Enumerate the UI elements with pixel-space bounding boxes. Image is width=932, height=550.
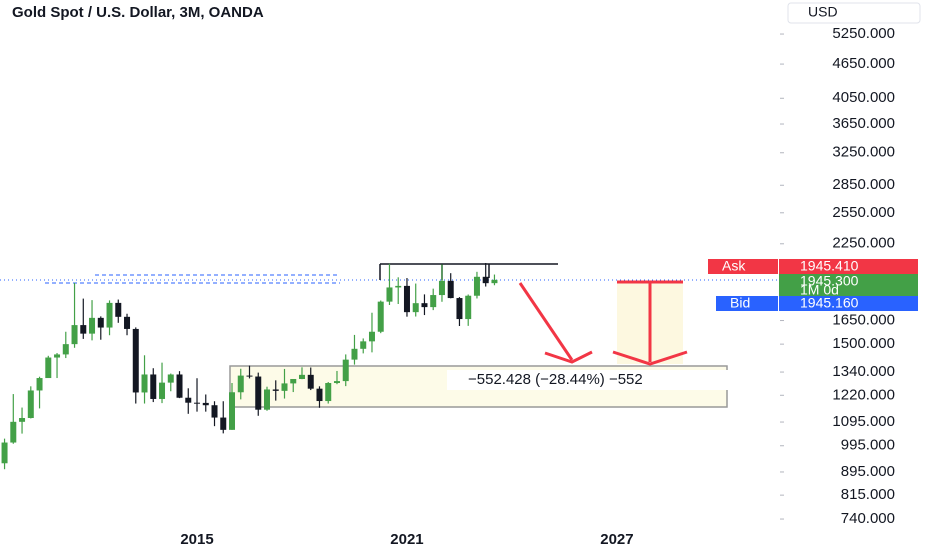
y-tick-label: 3650.000	[832, 115, 895, 132]
candle-body	[465, 295, 472, 320]
candle-body	[438, 280, 445, 296]
candle-body	[237, 375, 244, 393]
y-tick-label: 2250.000	[832, 235, 895, 252]
candle-body	[54, 354, 61, 358]
bid-label: Bid	[730, 295, 750, 311]
candle-body	[491, 279, 498, 284]
candle-body	[333, 381, 340, 384]
candle-body	[167, 374, 174, 383]
ask-price-tag	[779, 259, 918, 274]
y-tick-label: 895.000	[841, 463, 895, 480]
y-tick-label: 995.000	[841, 437, 895, 454]
candle-body	[368, 331, 375, 342]
candle-body	[150, 374, 157, 399]
candle-body	[194, 402, 201, 404]
candle-body	[106, 302, 113, 328]
price-axis: 5250.000 4650.000 4050.000 3650.000 3250.000…	[180, 25, 895, 548]
candle-body	[246, 375, 253, 377]
candle-body	[325, 383, 332, 402]
candle-body	[482, 276, 489, 284]
candle-body	[351, 348, 358, 360]
y-tick-label: 1220.000	[832, 386, 895, 403]
candle-body	[202, 402, 209, 406]
candle-body	[1, 442, 8, 464]
y-tick-label: 4050.000	[832, 89, 895, 106]
candle-body	[430, 295, 437, 308]
ask-label: Ask	[722, 258, 746, 274]
y-tick-label: 3250.000	[832, 144, 895, 161]
y-tick-label: 1500.000	[832, 335, 895, 352]
measure-label-bg	[447, 370, 777, 390]
currency[interactable]: USD	[808, 4, 838, 20]
candle-body	[36, 378, 43, 391]
candle-body	[360, 341, 367, 349]
candle-body	[290, 378, 297, 384]
candle-body	[403, 285, 410, 313]
candle-body	[71, 325, 78, 345]
candle-body	[10, 421, 17, 443]
candle-body	[263, 389, 270, 410]
candle-body	[211, 405, 218, 418]
candle-body	[97, 317, 104, 328]
measure-label: −552.428 (−28.44%) −552	[468, 371, 643, 388]
currency-box[interactable]	[787, 2, 921, 24]
countdown: 1M 0d	[800, 282, 839, 298]
candle-body	[421, 303, 428, 308]
candle-body	[377, 301, 384, 332]
candle-body	[456, 298, 463, 320]
candle-body	[342, 359, 349, 382]
candle-body	[229, 392, 236, 430]
candle-body	[185, 397, 192, 403]
bid-tag	[716, 296, 778, 311]
candle-body	[473, 276, 480, 296]
arrow	[518, 280, 688, 366]
candle-body	[124, 316, 131, 329]
x-tick-label: 2015	[180, 531, 213, 548]
y-tick-label: 815.000	[841, 486, 895, 503]
x-tick-label: 2021	[390, 531, 423, 548]
candle-body	[80, 325, 87, 334]
candle-body	[281, 383, 288, 391]
candle-body	[272, 389, 279, 391]
bid-price: 1945.160	[800, 295, 859, 311]
ask-tag	[708, 259, 778, 274]
y-tick-label: 1340.000	[832, 363, 895, 380]
candle-body	[19, 418, 26, 422]
y-tick-label: 1095.000	[832, 413, 895, 430]
candle-body	[447, 280, 454, 299]
candle-body	[159, 382, 166, 399]
candle-body	[386, 287, 393, 302]
candle-body	[412, 303, 419, 313]
candle-body	[89, 317, 96, 334]
candle-body	[316, 388, 323, 402]
candle-body	[62, 344, 69, 355]
candle-body	[176, 374, 183, 398]
candle-body	[307, 374, 314, 389]
candle-body	[255, 376, 262, 410]
candle-body	[132, 328, 139, 393]
ask-price: 1945.410	[800, 258, 859, 274]
candle-body	[45, 357, 52, 379]
y-tick-label: 2850.000	[832, 176, 895, 193]
y-tick-label: 4650.000	[832, 55, 895, 72]
last-price: 1945.300	[800, 273, 859, 289]
bid-price-tag	[779, 296, 918, 311]
candle-body	[298, 374, 305, 379]
last-price-tag	[779, 274, 918, 296]
y-tick-label: 5250.000	[832, 25, 895, 42]
candle-body	[220, 417, 227, 430]
x-tick-label: 2027	[600, 531, 633, 548]
y-tick-label: 2550.000	[832, 204, 895, 221]
y-tick-label: 740.000	[841, 510, 895, 527]
candle-body	[395, 285, 402, 288]
y-tick-label: 1650.000	[832, 312, 895, 329]
candles	[1, 262, 498, 470]
candle-body	[27, 390, 34, 419]
candle-body	[115, 302, 122, 317]
chart-title: Gold Spot / U.S. Dollar, 3M, OANDA	[12, 4, 264, 21]
candle-body	[141, 374, 148, 393]
